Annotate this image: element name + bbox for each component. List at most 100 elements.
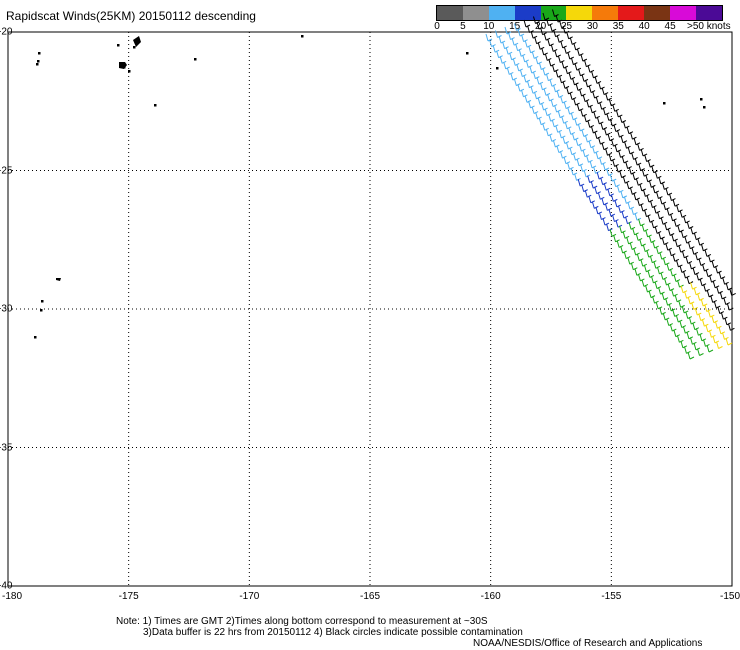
wind-barb (655, 301, 663, 310)
wind-barb (714, 321, 722, 329)
wind-barb (639, 183, 647, 192)
wind-barb (716, 341, 723, 349)
wind-barb (580, 164, 587, 172)
wind-barb (694, 252, 702, 261)
longitude-label: -180 (2, 591, 23, 602)
island (119, 62, 127, 69)
wind-barb (570, 112, 578, 121)
wind-barb (603, 183, 611, 191)
wind-barb (511, 38, 519, 46)
wind-barb (634, 157, 642, 166)
wind-barb (606, 113, 614, 121)
wind-barb (626, 126, 634, 135)
wind-barb (633, 247, 640, 256)
wind-barb (628, 222, 636, 230)
wind-barb (615, 164, 623, 173)
wind-barb (693, 342, 701, 351)
wind-barb (643, 264, 651, 273)
wind-barb (563, 156, 571, 165)
wind-barb (591, 201, 599, 209)
latitude-label: -30 (0, 303, 13, 315)
wind-barb (573, 42, 580, 51)
wind-barb (672, 254, 680, 262)
wind-barb (634, 213, 642, 221)
wind-barb (697, 238, 705, 246)
wind-barb (534, 91, 541, 100)
wind-barb (610, 194, 618, 202)
colorbar-swatch (462, 6, 489, 20)
wind-barb (570, 57, 578, 66)
wind-barb (638, 163, 645, 172)
wind-barb (661, 292, 669, 301)
wind-barb (667, 283, 675, 292)
wind-barb (633, 192, 641, 201)
wind-barb (536, 77, 544, 85)
wind-barb (612, 104, 619, 112)
wind-barb (631, 152, 638, 160)
wind-barb (653, 261, 661, 269)
wind-barb (522, 54, 529, 63)
wind-barb (524, 40, 532, 48)
wind-barb (515, 43, 522, 52)
wind-barb (604, 203, 612, 211)
wind-barb (553, 29, 560, 38)
wind-barb (505, 47, 513, 55)
wind-barb (543, 88, 551, 96)
wind-barb (676, 204, 683, 213)
island (133, 46, 136, 49)
wind-barb (662, 312, 670, 321)
island (38, 52, 41, 55)
wind-barb (550, 99, 558, 107)
wind-barb (665, 187, 673, 196)
wind-barb (700, 298, 708, 307)
wind-barb (670, 213, 677, 222)
wind-barb (567, 162, 574, 170)
wind-barb (646, 250, 653, 258)
wind-barb (721, 332, 729, 340)
island (496, 67, 499, 70)
wind-barb (588, 195, 595, 204)
wind-barb (715, 265, 722, 274)
wind-barb (726, 302, 734, 311)
wind-barb (717, 306, 725, 315)
wind-barb (613, 124, 621, 133)
wind-barb (629, 132, 637, 140)
wind-barb (645, 229, 652, 238)
wind-barb (654, 226, 662, 234)
wind-barb (612, 159, 619, 167)
wind-barb (636, 198, 644, 206)
wind-barb (558, 75, 566, 84)
latitude-label: -35 (0, 442, 13, 453)
wind-barb (523, 74, 531, 83)
wind-barb (528, 45, 535, 54)
wind-barb (676, 335, 684, 343)
colorbar-swatch (566, 6, 593, 20)
wind-barb (699, 278, 707, 287)
longitude-label: -170 (239, 591, 260, 602)
wind-barb (537, 42, 545, 50)
wind-barb (673, 219, 681, 227)
colorbar-label: 45 (664, 21, 676, 32)
wind-barb (692, 267, 700, 276)
island (466, 52, 469, 55)
wind-barb (661, 237, 669, 246)
wind-barb (663, 202, 670, 211)
wind-barb (669, 323, 677, 332)
wind-barb (607, 188, 614, 197)
wind-barb (601, 87, 609, 96)
wind-barb (561, 116, 568, 124)
wind-barb (679, 210, 687, 218)
wind-barb (570, 167, 578, 176)
wind-barb (536, 21, 544, 30)
wind-barb (654, 171, 662, 179)
wind-barb (646, 194, 654, 203)
wind-barb (725, 337, 733, 346)
wind-barb (667, 228, 675, 236)
island (56, 278, 61, 281)
wind-barb (655, 191, 663, 199)
wind-barb (573, 97, 580, 106)
wind-barb (647, 159, 655, 168)
wind-barb (673, 329, 681, 338)
wind-barb (608, 153, 616, 162)
wind-barb (634, 268, 642, 276)
